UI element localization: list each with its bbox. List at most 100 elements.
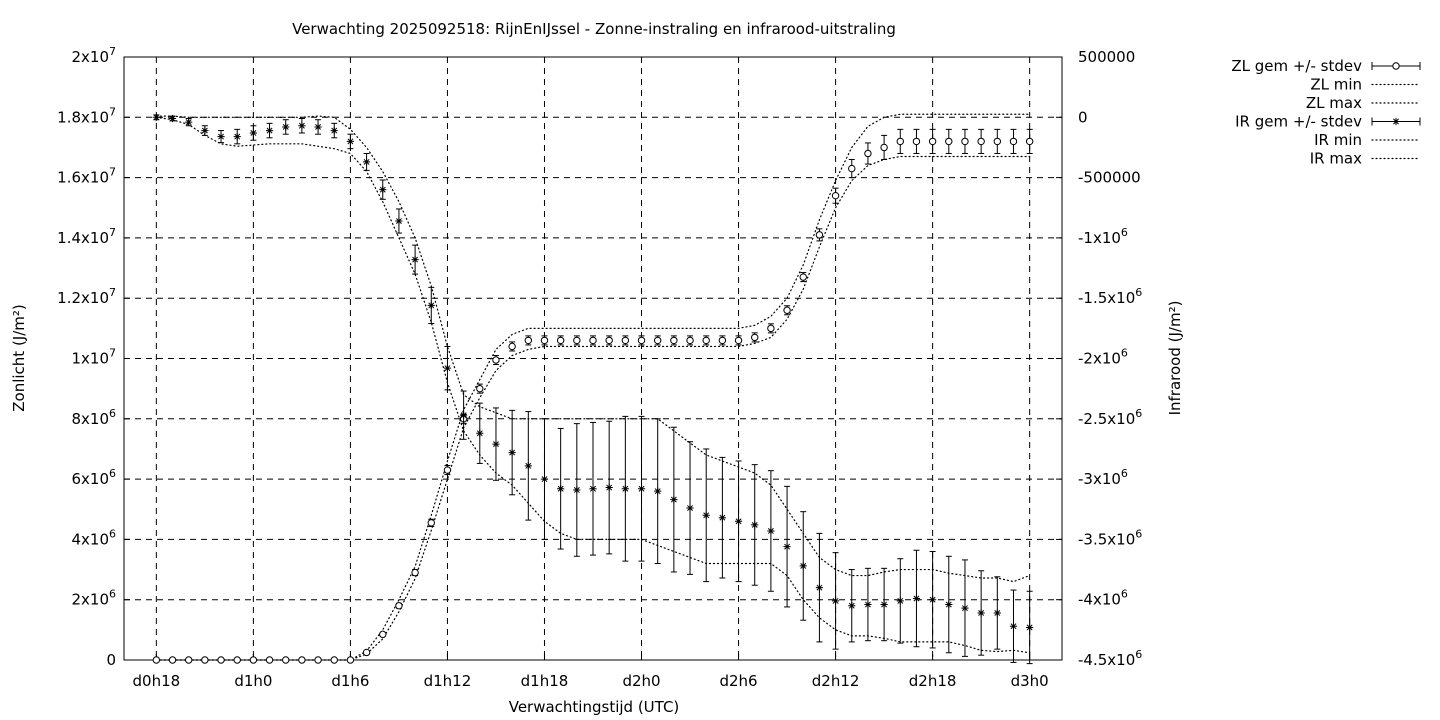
point-marker bbox=[961, 604, 969, 612]
y2-tick-label: -4.5x106 bbox=[1078, 648, 1142, 669]
data-point-ir-gem-stdev bbox=[993, 576, 1001, 650]
point-marker bbox=[864, 149, 872, 158]
data-point-zl-gem-stdev bbox=[184, 656, 193, 664]
point-marker bbox=[751, 521, 759, 529]
data-point-ir-gem-stdev bbox=[945, 555, 953, 654]
y-tick-label: 1.8x107 bbox=[57, 105, 116, 126]
point-marker bbox=[654, 487, 662, 495]
legend-item: ZL min bbox=[1310, 76, 1421, 94]
point-marker bbox=[686, 336, 694, 345]
y2-tick-label-exponent: 6 bbox=[1135, 286, 1142, 299]
y2-tick-label-exponent: 6 bbox=[1135, 407, 1142, 420]
point-marker bbox=[201, 656, 209, 664]
point-marker bbox=[864, 600, 872, 609]
legend-marker bbox=[1392, 62, 1400, 70]
series-lines bbox=[155, 113, 1031, 661]
data-point-zl-gem-stdev bbox=[767, 323, 775, 334]
point-marker bbox=[540, 336, 549, 345]
data-point-zl-gem-stdev bbox=[686, 335, 694, 346]
data-point-ir-gem-stdev bbox=[395, 208, 403, 234]
data-point-zl-gem-stdev bbox=[799, 272, 807, 283]
y2-tick-label-mantissa: 500000 bbox=[1078, 48, 1135, 66]
point-marker bbox=[217, 656, 225, 664]
legend-label: IR max bbox=[1310, 150, 1362, 168]
y-tick-label: 1.6x107 bbox=[57, 166, 116, 187]
point-marker bbox=[670, 496, 678, 504]
point-marker bbox=[557, 485, 565, 493]
point-marker bbox=[783, 306, 791, 314]
data-point-zl-gem-stdev bbox=[152, 656, 161, 664]
point-marker bbox=[411, 568, 419, 577]
data-point-ir-gem-stdev bbox=[767, 470, 775, 592]
x-tick-label: d1h18 bbox=[521, 672, 569, 690]
y2-tick-label-exponent: 6 bbox=[1121, 347, 1128, 360]
y-tick-label-mantissa: 1x10 bbox=[71, 350, 109, 368]
x-tick-label: d2h0 bbox=[622, 672, 660, 690]
point-marker bbox=[217, 132, 225, 141]
point-marker bbox=[670, 336, 678, 345]
y2-tick-label: -1x106 bbox=[1078, 226, 1128, 247]
data-point-ir-gem-stdev bbox=[168, 114, 177, 123]
data-point-ir-gem-stdev bbox=[654, 418, 662, 565]
y-axis-left: 02x1064x1066x1068x1061x1071.2x1071.4x107… bbox=[57, 45, 130, 669]
data-point-ir-gem-stdev bbox=[686, 441, 694, 575]
point-marker bbox=[298, 122, 306, 130]
data-point-ir-gem-stdev bbox=[201, 125, 209, 136]
x-axis: d0h18 d1h0 d1h6 d1h12 d1h18 d2h0 d2h6 d2h12 d2h1… bbox=[133, 654, 1049, 690]
point-marker bbox=[460, 411, 468, 419]
y-tick-label-exponent: 7 bbox=[109, 105, 116, 118]
point-marker bbox=[573, 336, 581, 345]
y-tick-label: 6x106 bbox=[71, 467, 116, 488]
point-marker bbox=[152, 113, 160, 121]
y-tick-label-mantissa: 1.6x10 bbox=[57, 169, 109, 187]
data-point-zl-gem-stdev bbox=[783, 305, 791, 316]
data-point-ir-gem-stdev bbox=[799, 511, 807, 621]
point-marker bbox=[185, 118, 193, 126]
y2-tick-label-mantissa: -1x10 bbox=[1078, 229, 1121, 247]
point-marker bbox=[233, 656, 241, 664]
y-tick-label-exponent: 7 bbox=[109, 347, 116, 360]
data-point-ir-gem-stdev bbox=[379, 179, 387, 200]
data-point-ir-gem-stdev bbox=[589, 421, 597, 556]
data-point-zl-gem-stdev bbox=[201, 656, 209, 664]
point-marker bbox=[265, 126, 274, 135]
data-point-ir-gem-stdev bbox=[492, 407, 500, 481]
data-point-zl-gem-stdev bbox=[573, 335, 581, 346]
y-tick-label-exponent: 6 bbox=[109, 467, 116, 480]
point-marker bbox=[961, 137, 969, 146]
point-marker bbox=[977, 137, 985, 146]
y-tick-label-exponent: 6 bbox=[109, 588, 116, 601]
point-marker bbox=[815, 584, 824, 592]
point-marker bbox=[896, 137, 904, 146]
point-marker bbox=[767, 324, 775, 333]
data-point-ir-gem-stdev bbox=[185, 118, 193, 127]
legend-label: IR min bbox=[1314, 131, 1362, 149]
data-point-zl-gem-stdev bbox=[508, 341, 516, 352]
data-point-ir-gem-stdev bbox=[443, 345, 452, 391]
data-point-ir-gem-stdev bbox=[961, 559, 969, 657]
data-point-ir-gem-stdev bbox=[330, 122, 338, 139]
data-point-zl-gem-stdev bbox=[168, 656, 177, 664]
legend-label: ZL gem +/- stdev bbox=[1231, 57, 1362, 75]
legend-label: IR gem +/- stdev bbox=[1235, 113, 1362, 131]
y-tick-label: 1.4x107 bbox=[57, 226, 116, 247]
data-point-zl-gem-stdev bbox=[961, 128, 969, 154]
point-marker bbox=[848, 602, 856, 610]
point-marker bbox=[993, 137, 1002, 146]
data-point-ir-gem-stdev bbox=[912, 549, 921, 648]
x-tick-label: d0h18 bbox=[133, 672, 181, 690]
point-marker bbox=[282, 123, 290, 131]
point-marker bbox=[605, 336, 613, 345]
y2-tick-label-exponent: 6 bbox=[1121, 226, 1128, 239]
point-marker bbox=[589, 336, 597, 345]
y2-tick-label-mantissa: -4.5x10 bbox=[1078, 651, 1135, 669]
series-line-zl-max bbox=[155, 113, 1031, 661]
data-point-ir-gem-stdev bbox=[848, 569, 856, 643]
y2-axis-label: Infrarood (J/m²) bbox=[1166, 301, 1184, 416]
point-marker bbox=[346, 656, 355, 664]
legend-item: IR max bbox=[1310, 150, 1421, 168]
point-marker bbox=[411, 256, 419, 264]
point-marker bbox=[233, 132, 241, 141]
y-tick-label-exponent: 7 bbox=[109, 45, 116, 58]
